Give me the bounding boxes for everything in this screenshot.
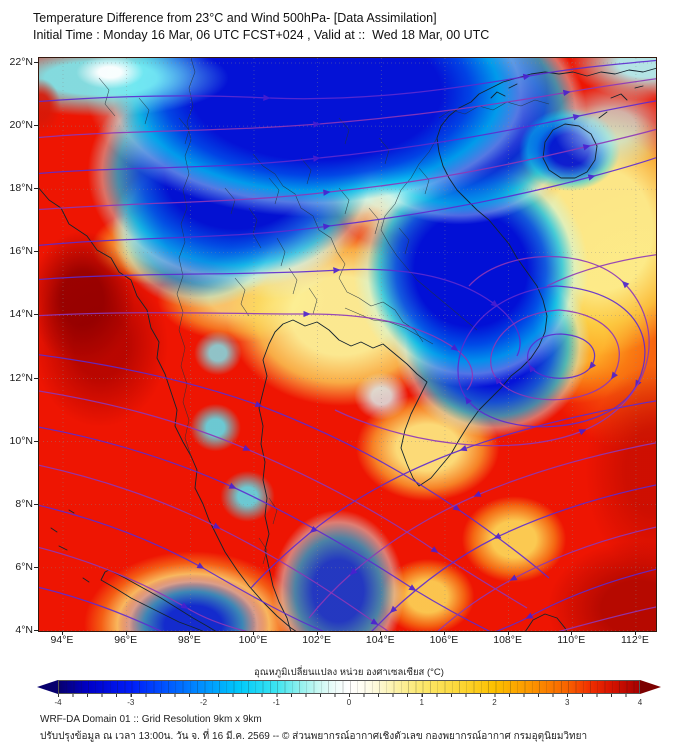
lat-tick-mark [34, 377, 38, 379]
lon-tick-label: 104°E [365, 634, 395, 646]
lon-tick-label: 110°E [557, 634, 586, 646]
colorbar-gradient [58, 680, 640, 694]
lat-tick-label: 18°N [9, 182, 33, 195]
figure-title: Temperature Difference from 23°C and Win… [33, 11, 437, 25]
lon-tick-mark [443, 631, 445, 635]
lon-tick-label: 108°E [493, 634, 522, 646]
lat-tick-label: 10°N [9, 434, 33, 447]
colorbar-overflow-arrow [640, 680, 661, 694]
lat-tick-label: 12°N [9, 371, 33, 384]
map-panel [38, 57, 657, 632]
lon-tick-mark [189, 631, 191, 635]
colorbar-tick: -3 [127, 698, 135, 707]
lon-tick-label: 102°E [302, 634, 331, 646]
lon-tick-mark [316, 631, 318, 635]
lat-tick-mark [34, 251, 38, 253]
colorbar-tick: 3 [565, 698, 570, 707]
map-overlay [39, 58, 656, 631]
lon-tick-label: 112°E [620, 634, 649, 646]
lat-tick-mark [34, 314, 38, 316]
colorbar: อุณหภูมิเปลี่ยนแปลง หน่วย องศาเซลเซียส (… [37, 667, 661, 714]
lon-tick-label: 100°E [238, 634, 268, 646]
colorbar-label: อุณหภูมิเปลี่ยนแปลง หน่วย องศาเซลเซียส (… [254, 667, 444, 678]
lon-tick-mark [125, 631, 127, 635]
lat-tick-label: 4°N [15, 623, 33, 636]
lon-tick-mark [62, 631, 63, 635]
figure-subtitle: Initial Time : Monday 16 Mar, 06 UTC FCS… [33, 28, 490, 42]
colorbar-tick: 2 [492, 698, 497, 707]
lat-tick-mark [34, 62, 38, 63]
wind-streamlines [39, 59, 656, 631]
lon-tick-mark [634, 631, 636, 635]
lon-tick-label: 98°E [177, 634, 201, 646]
colorbar-tick: -2 [199, 698, 208, 707]
footer-update-info: ปรับปรุงข้อมูล ณ เวลา 13:00น. วัน จ. ที่… [40, 731, 588, 742]
lon-tick-label: 94°E [50, 634, 74, 646]
lon-tick-mark [507, 631, 509, 635]
lon-tick-mark [571, 631, 573, 635]
colorbar-tick: 1 [419, 698, 424, 707]
lon-tick-label: 106°E [429, 634, 459, 646]
lat-tick-mark [34, 566, 38, 568]
lat-tick-label: 22°N [9, 56, 33, 68]
lat-tick-label: 6°N [15, 560, 33, 573]
lon-tick-mark [252, 631, 254, 635]
colorbar-tick: 0 [346, 698, 352, 707]
lat-tick-mark [34, 440, 38, 442]
colorbar-underflow-arrow [37, 680, 58, 694]
lat-tick-mark [34, 188, 38, 190]
lon-tick-mark [380, 631, 382, 635]
footer-domain-info: WRF-DA Domain 01 :: Grid Resolution 9km … [40, 714, 262, 725]
lat-tick-label: 20°N [9, 119, 33, 132]
colorbar-tick: 4 [637, 698, 643, 707]
lat-tick-label: 8°N [15, 497, 33, 510]
colorbar-minor-ticks [58, 694, 640, 697]
lat-tick-mark [34, 125, 38, 127]
lat-tick-label: 14°N [9, 308, 33, 321]
lat-tick-mark [34, 503, 38, 505]
lat-tick-mark [34, 629, 38, 631]
colorbar-tick: -1 [272, 698, 280, 707]
lon-tick-label: 96°E [114, 634, 138, 646]
admin-borders [98, 58, 550, 565]
colorbar-tick: -4 [54, 698, 62, 707]
lat-tick-label: 16°N [9, 245, 33, 258]
